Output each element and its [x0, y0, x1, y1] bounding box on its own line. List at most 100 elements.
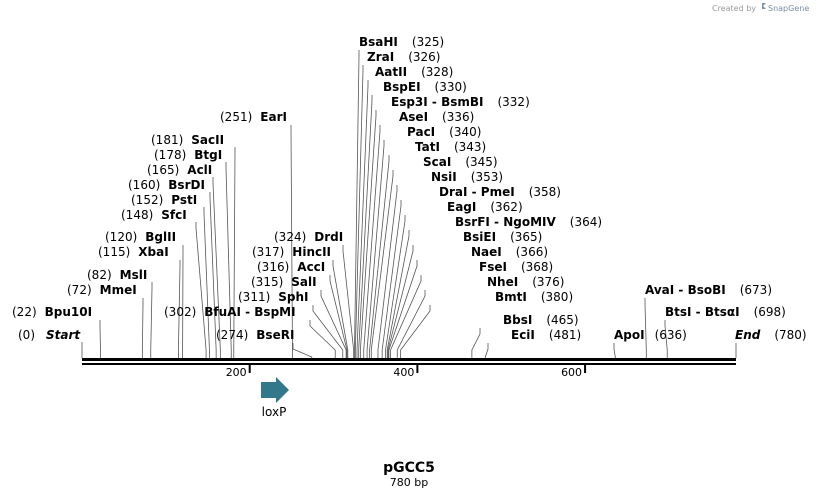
site-connector-sacii — [233, 147, 236, 358]
site-connector-bspei — [358, 95, 373, 358]
site-connector-msli — [150, 282, 153, 358]
site-connector-bseri — [292, 343, 313, 358]
site-label-btgi[interactable]: (178) BtgI — [154, 148, 222, 162]
site-label-bglii[interactable]: (120) BglII — [105, 230, 176, 244]
site-label-hincii[interactable]: (317) HincII — [252, 245, 331, 259]
site-label-end[interactable]: End (780) — [735, 328, 807, 342]
site-connector-bsahi — [354, 50, 360, 358]
site-label-btsi-btsai[interactable]: BtsI - BtsαI (698) — [665, 305, 786, 319]
site-label-zrai[interactable]: ZraI (326) — [367, 50, 440, 64]
site-connector-eagi — [385, 215, 406, 358]
site-connector-paci — [366, 140, 385, 358]
site-connector-fsei — [390, 275, 422, 358]
site-label-aatii[interactable]: AatII (328) — [375, 65, 453, 79]
site-label-bbsi[interactable]: BbsI (465) — [503, 313, 579, 327]
loxp-arrow[interactable] — [261, 377, 289, 403]
site-label-sali[interactable]: (315) SalI — [251, 275, 317, 289]
site-connector-sfci — [195, 222, 207, 358]
site-label-nsii[interactable]: NsiI (353) — [431, 170, 503, 184]
site-connector-apoi — [613, 343, 616, 358]
snapgene-logo-icon — [762, 3, 766, 9]
site-connector-sphi — [312, 305, 344, 358]
site-connector-bsrfi-ngomiv — [386, 230, 410, 358]
site-label-start[interactable]: (0) Start — [18, 328, 81, 342]
site-connector-acci — [329, 275, 348, 358]
site-label-mmei[interactable]: (72) MmeI — [67, 283, 137, 297]
site-connector-btsi-bts-i — [664, 320, 668, 358]
plasmid-size: 780 bp — [390, 476, 428, 489]
site-label-bsiei[interactable]: BsiEI (365) — [463, 230, 542, 244]
site-label-eagi[interactable]: EagI (362) — [447, 200, 523, 214]
site-label-fsei[interactable]: FseI (368) — [479, 260, 553, 274]
site-label-sacii[interactable]: (181) SacII — [151, 133, 224, 147]
ruler-tick-label-600: 600 — [561, 366, 582, 379]
site-connector-esp3i-bsmbi — [359, 110, 377, 358]
site-label-xbai[interactable]: (115) XbaI — [98, 245, 169, 259]
site-connector-drai-pmei — [381, 200, 402, 358]
site-connector-bsiei — [387, 245, 414, 358]
site-connector-bfuai-bspmi — [309, 320, 336, 358]
site-connector-bsrdi — [209, 192, 217, 358]
site-connector-sali — [320, 290, 347, 358]
ruler-tick-label-200: 200 — [226, 366, 247, 379]
site-connector-psti — [203, 207, 210, 358]
site-connector-avai-bsobi — [644, 298, 647, 358]
site-label-esp3i-bsmbi[interactable]: Esp3I - BsmBI (332) — [391, 95, 530, 109]
ruler: 200 400 600 — [226, 365, 587, 379]
site-label-psti[interactable]: (152) PstI — [131, 193, 197, 207]
ruler-tick-label-400: 400 — [393, 366, 414, 379]
site-connector-mmei — [141, 298, 144, 358]
site-connector-drdi — [342, 245, 355, 358]
site-label-drdi[interactable]: (324) DrdI — [274, 230, 343, 244]
site-label-sfci[interactable]: (148) SfcI — [121, 208, 187, 222]
credit-prefix: Created by — [712, 4, 756, 13]
site-connector-scai — [370, 170, 394, 358]
site-connector-asei — [363, 125, 381, 358]
site-label-bpu10i[interactable]: (22) Bpu10I — [12, 305, 92, 319]
site-connector-ecii — [484, 343, 489, 358]
site-label-tati[interactable]: TatI (343) — [415, 140, 486, 154]
site-connector-xbai — [178, 260, 181, 358]
site-connector-aatii — [356, 80, 369, 358]
site-label-acli[interactable]: (165) AclI — [147, 163, 212, 177]
site-label-eari[interactable]: (251) EarI — [220, 110, 287, 124]
site-label-msli[interactable]: (82) MslI — [87, 268, 147, 282]
site-label-acci[interactable]: (316) AccI — [257, 260, 325, 274]
site-label-bsahi[interactable]: BsaHI (325) — [359, 35, 444, 49]
site-connector-eari — [290, 125, 293, 358]
site-connector-zrai — [354, 65, 364, 358]
site-label-paci[interactable]: PacI (340) — [407, 125, 481, 139]
site-connector-nsii — [377, 185, 398, 358]
site-connector-bmti — [400, 305, 431, 358]
site-label-bmti[interactable]: BmtI (380) — [495, 290, 573, 304]
site-connector-tati — [369, 155, 390, 358]
site-connector-acli — [212, 177, 221, 358]
credit-brand: SnapGene — [768, 4, 809, 13]
site-label-apoi[interactable]: ApoI (636) — [614, 328, 687, 342]
site-connector-btgi — [225, 162, 232, 358]
site-label-sphi[interactable]: (311) SphI — [238, 290, 309, 304]
site-connector-nhei — [396, 290, 426, 358]
site-label-drai-pmei[interactable]: DraI - PmeI (358) — [439, 185, 561, 199]
site-label-bsrfi-ngomiv[interactable]: BsrFI - NgoMIV (364) — [455, 215, 602, 229]
site-label-scai[interactable]: ScaI (345) — [423, 155, 498, 169]
site-label-bfuai-bspmi[interactable]: (302) BfuAI - BspMI — [164, 305, 296, 319]
site-label-naei[interactable]: NaeI (366) — [471, 245, 548, 259]
feature-loxp[interactable]: loxP — [261, 377, 289, 419]
plasmid-name: pGCC5 — [383, 460, 435, 476]
site-connector-bbsi — [471, 328, 481, 358]
loxp-label: loxP — [262, 405, 287, 419]
site-connectors — [81, 50, 737, 358]
site-connector-hincii — [332, 260, 349, 358]
site-label-bspei[interactable]: BspEI (330) — [383, 80, 467, 94]
site-label-ecii[interactable]: EciI (481) — [511, 328, 581, 342]
site-connector-naei — [388, 260, 418, 358]
site-label-avai-bsobi[interactable]: AvaI - BsoBI (673) — [645, 283, 772, 297]
credit: Created by SnapGene — [712, 3, 809, 13]
site-label-nhei[interactable]: NheI (376) — [487, 275, 564, 289]
site-label-asei[interactable]: AseI (336) — [399, 110, 474, 124]
site-label-bsrdi[interactable]: (160) BsrDI — [128, 178, 205, 192]
site-labels: (0) Start (22) Bpu10I (72) MmeI (82) MslI (1… — [12, 35, 807, 342]
site-label-bseri[interactable]: (274) BseRI — [216, 328, 294, 342]
